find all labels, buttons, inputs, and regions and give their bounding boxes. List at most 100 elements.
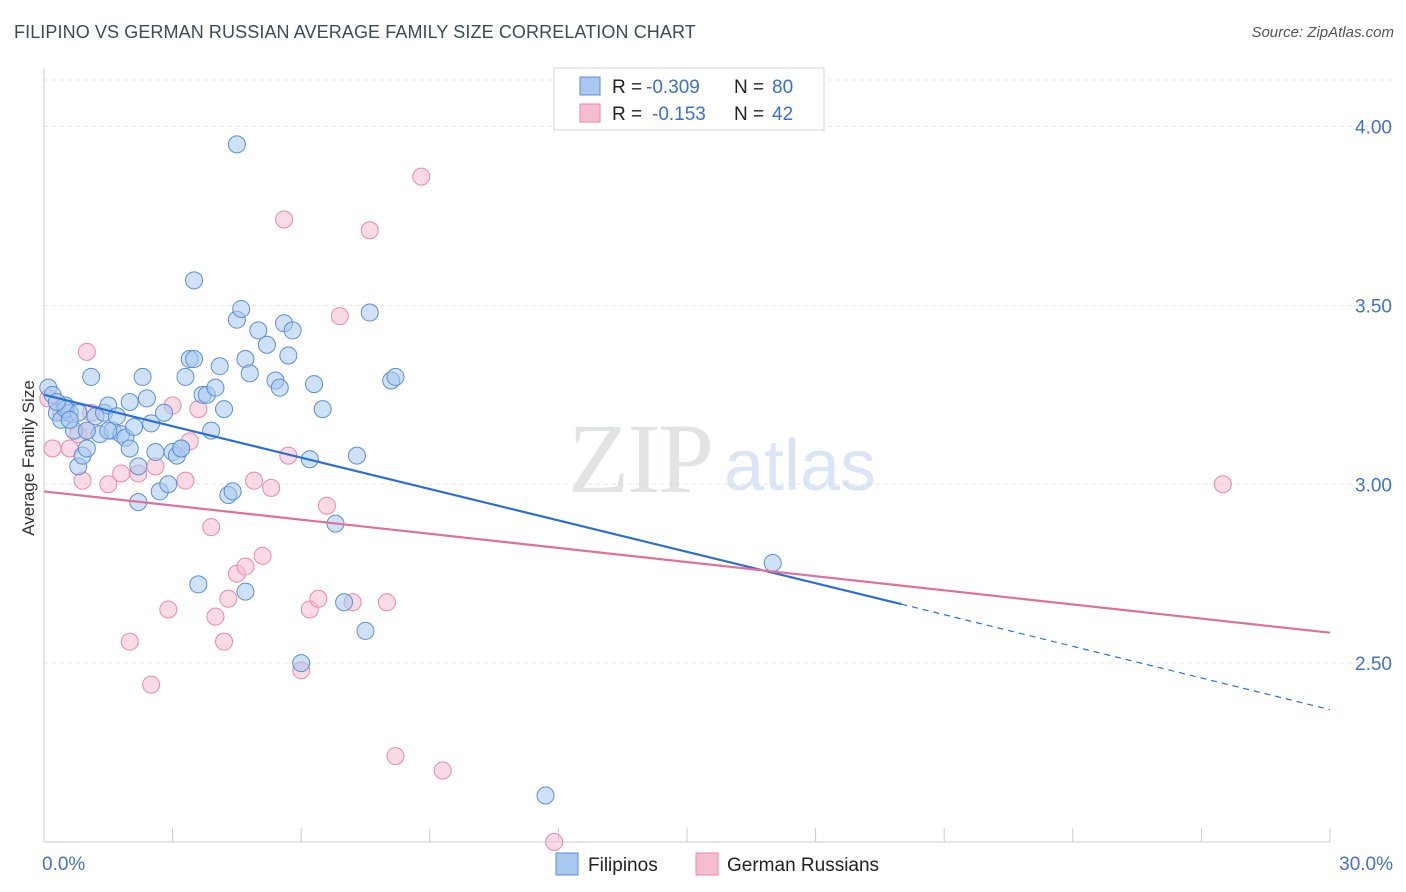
filipinos-point [137,389,156,408]
source-label: Source: ZipAtlas.com [1251,24,1394,41]
watermark-zip: ZIP [568,403,712,514]
german-russians-point [202,518,221,537]
german-russians-point [377,593,396,612]
filipinos-point [279,346,298,365]
filipinos-point [206,378,225,397]
german-russians-point [412,167,431,186]
german-russians-point [253,546,272,565]
german-russians-point [219,589,238,608]
bottom-legend: Filipinos German Russians [555,852,879,876]
filipinos-point [176,367,195,386]
filipinos-point [335,593,354,612]
german-russians-point [262,478,281,497]
legend-r-label-2: R = [612,104,642,125]
chart-title: FILIPINO VS GERMAN RUSSIAN AVERAGE FAMIL… [14,22,696,42]
filipinos-point [133,367,152,386]
filipinos-point [257,335,276,354]
german-russians-point [206,607,225,626]
german-russians-point [317,496,336,515]
filipinos-point [283,321,302,340]
axes-layer [43,68,1331,843]
german-russians-point [43,439,62,458]
german-russians-point [112,464,131,483]
filipinos-point [347,446,366,465]
filipinos-point [356,621,375,640]
y-axis-label: Average Family Size [19,380,38,536]
filipinos-point [60,410,79,429]
german-russians-point [360,221,379,240]
filipinos-point [125,418,144,437]
german-russians-point [1213,475,1232,494]
filipinos-point [292,654,311,673]
german-russians-point [120,632,139,651]
filipinos-point [305,375,324,394]
german-russians-trend-line [43,490,1331,634]
german-russians-point [215,632,234,651]
filipinos-point [386,367,405,386]
filipinos-point [223,482,242,501]
german-russians-point [77,342,96,361]
x-tick-label-max: 30.0% [1339,854,1393,875]
legend-n-label-1: N = [734,77,764,98]
trend-lines [43,393,1331,711]
y-tick-label: 2.50 [1355,654,1392,675]
filipinos-point [120,392,139,411]
filipinos-point [189,575,208,594]
german-russians-point [309,589,328,608]
filipinos-point [77,421,96,440]
filipinos-point [270,378,289,397]
legend-n-label-2: N = [734,104,764,125]
german-russians-point [142,675,161,694]
filipinos-point [185,350,204,369]
legend-swatch-blue [579,76,601,96]
bottom-legend-filipinos: Filipinos [588,855,658,876]
german-russians-point [275,210,294,229]
legend-r-label-1: R = [612,77,642,98]
filipinos-point [249,321,268,340]
filipinos-point [159,475,178,494]
filipinos-point [146,443,165,462]
filipinos-point [99,421,118,440]
german-russians-point [159,600,178,619]
legend-n-value-1: 80 [772,77,793,98]
german-russians-point [99,475,118,494]
filipinos-point [82,367,101,386]
german-russians-point [433,761,452,780]
filipinos-point [236,582,255,601]
bottom-legend-german-russians: German Russians [727,855,879,876]
filipinos-point [215,400,234,419]
legend-swatch-pink [579,103,601,123]
german-russians-point [386,747,405,766]
filipinos-point [313,400,332,419]
top-legend: R = -0.309 N = 80 R = -0.153 N = 42 [553,67,825,131]
filipinos-point [120,439,139,458]
filipinos-points [39,135,782,805]
y-tick-label: 3.50 [1355,296,1392,317]
bottom-legend-swatch-pink [695,852,719,876]
watermark: ZIP atlas [568,403,876,514]
filipinos-point [240,364,259,383]
filipinos-point [227,135,246,154]
y-tick-label: 3.00 [1355,475,1392,496]
german-russians-point [245,471,264,490]
filipinos-point [763,553,782,572]
filipinos-point [129,457,148,476]
y-tick-label: 4.00 [1355,118,1392,139]
bottom-legend-swatch-blue [555,852,579,876]
filipinos-point [172,439,191,458]
tick-labels: 2.50 3.00 3.50 4.00 0.0% 30.0% [42,118,1393,875]
filipinos-point [232,299,251,318]
legend-n-value-2: 42 [772,104,793,125]
x-tick-label-min: 0.0% [42,854,85,875]
legend-r-value-1: -0.309 [646,77,700,98]
filipinos-trend-line-extension [901,603,1331,711]
german-russians-point [176,471,195,490]
watermark-atlas: atlas [724,426,876,506]
filipinos-point [77,439,96,458]
german-russians-point [236,557,255,576]
filipinos-point [210,357,229,376]
german-russians-point [330,307,349,326]
legend-r-value-2: -0.153 [652,104,706,125]
filipinos-point [185,271,204,290]
